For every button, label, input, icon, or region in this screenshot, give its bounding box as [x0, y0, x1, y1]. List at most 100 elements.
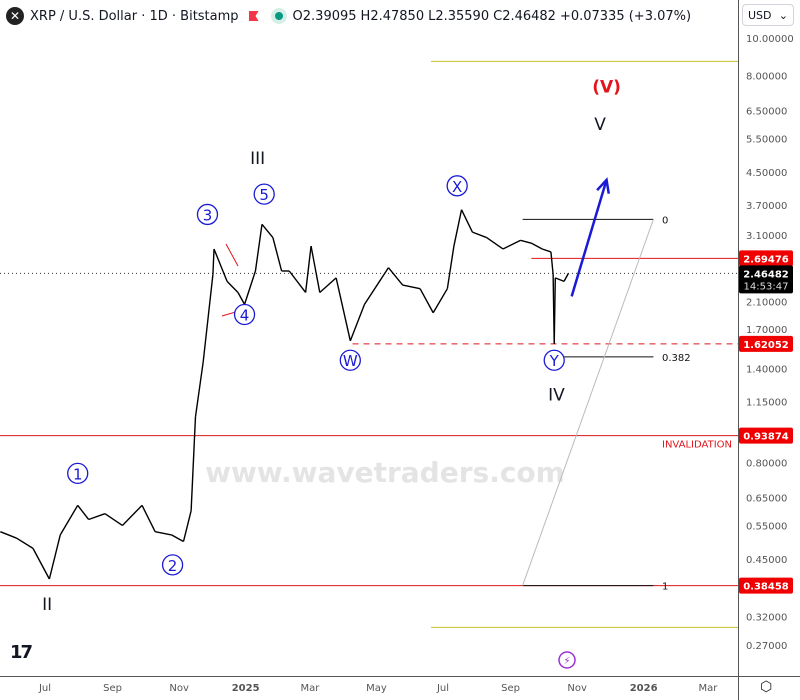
flag-icon[interactable] — [248, 11, 259, 21]
price-segment — [550, 251, 554, 275]
wave-label: Y — [549, 352, 560, 370]
x-tick-label: Nov — [169, 683, 189, 694]
price-segment — [460, 209, 474, 233]
price-segment — [202, 274, 214, 363]
price-label: 2.46482 — [743, 269, 789, 280]
change-value: +0.07335 (+3.07%) — [559, 8, 692, 24]
x-tick-label: Sep — [501, 683, 520, 694]
price-segment — [453, 209, 463, 247]
currency-dropdown[interactable]: USD ⌄ — [742, 4, 794, 26]
price-segment — [237, 292, 246, 305]
x-tick-label: Sep — [103, 683, 122, 694]
low-value: L2.35590 — [428, 8, 490, 24]
wave-circle — [446, 175, 468, 197]
price-segment — [190, 416, 197, 511]
price-segment — [182, 510, 192, 542]
wave-label: IV — [548, 385, 565, 405]
wave-circle — [161, 554, 184, 576]
wave-circle — [196, 203, 219, 226]
price-segment — [243, 270, 257, 305]
lightning-glyph: ⚡ — [563, 656, 570, 667]
price-label: 2.69476 — [743, 254, 789, 265]
price-segment — [363, 267, 390, 305]
high-value: H2.47850 — [360, 8, 425, 24]
price-segment — [254, 224, 263, 272]
price-segment — [387, 267, 404, 286]
wave-circle — [253, 183, 275, 205]
wave-circle — [543, 349, 565, 371]
wave-label: II — [42, 595, 52, 615]
price-segment — [272, 237, 283, 272]
price-segment — [541, 248, 552, 253]
currency-label: USD — [748, 8, 772, 22]
y-tick-label: 0.55000 — [746, 521, 787, 532]
y-tick-label: 8.00000 — [746, 72, 787, 83]
price-segment — [171, 534, 184, 543]
fib-trendline — [522, 219, 654, 586]
price-segment — [288, 270, 307, 293]
wave-label: 5 — [259, 186, 269, 204]
y-tick-label: 0.27000 — [746, 641, 787, 652]
arrow-shaft — [570, 179, 608, 297]
xrp-logo-icon: ✕ — [6, 7, 24, 25]
price-segment — [419, 288, 434, 314]
y-tick-label: 1.70000 — [746, 325, 787, 336]
price-segment — [141, 505, 156, 533]
wave-label: W — [343, 352, 358, 370]
y-tick-label: 1.15000 — [746, 398, 787, 409]
close-value: C2.46482 — [493, 8, 556, 24]
price-segment — [48, 534, 61, 580]
wave-circle — [67, 462, 89, 485]
x-tick-label: 2026 — [630, 683, 658, 694]
price-segment — [32, 548, 50, 580]
price-segment — [402, 284, 421, 290]
price-label-box — [739, 577, 793, 594]
price-segment — [77, 504, 90, 520]
price-segment — [530, 242, 543, 250]
x-tick-label: Jul — [38, 683, 51, 694]
trend-line — [225, 243, 239, 267]
price-segment — [304, 245, 312, 293]
chart-header: ✕ XRP / U.S. Dollar · 1D · Bitstamp O2.3… — [0, 0, 738, 32]
x-tick-label: Mar — [301, 683, 321, 694]
settings-icon[interactable]: ⬡ — [760, 679, 773, 695]
price-segment — [432, 288, 448, 314]
price-axis-border — [738, 0, 739, 700]
y-tick-label: 4.50000 — [746, 168, 787, 179]
price-label: 1.62052 — [743, 340, 789, 351]
watermark: www.wavetraders.com — [205, 456, 565, 489]
wave-label: 2 — [168, 557, 178, 575]
price-segment — [310, 245, 321, 293]
arrow-head-icon — [596, 177, 611, 194]
lightning-icon — [558, 651, 576, 669]
wave-label: 3 — [203, 206, 213, 224]
price-segment — [553, 277, 557, 344]
y-tick-label: 5.50000 — [746, 134, 787, 145]
price-segment — [472, 231, 487, 239]
wave-label: X — [452, 178, 462, 196]
x-tick-label: 2025 — [232, 683, 260, 694]
time-axis-border — [0, 676, 800, 677]
price-label: 0.38458 — [743, 582, 789, 593]
wave-label: (V) — [592, 77, 621, 97]
wave-circle — [339, 349, 361, 371]
price-segment — [555, 277, 565, 283]
price-segment — [226, 280, 239, 293]
price-label-box — [739, 427, 793, 444]
price-label-box — [739, 265, 793, 294]
x-tick-label: May — [366, 683, 387, 694]
price-segment — [335, 277, 351, 341]
price-segment — [0, 531, 17, 539]
countdown-label: 14:53:47 — [744, 281, 789, 292]
wave-label: V — [594, 115, 606, 135]
y-tick-label: 3.10000 — [746, 231, 787, 242]
symbol-title[interactable]: XRP / U.S. Dollar · 1D · Bitstamp — [30, 8, 239, 24]
price-label: 0.93874 — [743, 432, 789, 443]
tradingview-logo[interactable]: 17 — [10, 642, 33, 663]
x-tick-label: Jul — [436, 683, 449, 694]
price-segment — [563, 273, 570, 282]
price-segment — [16, 537, 34, 549]
price-segment — [319, 277, 337, 294]
price-segment — [154, 531, 172, 536]
